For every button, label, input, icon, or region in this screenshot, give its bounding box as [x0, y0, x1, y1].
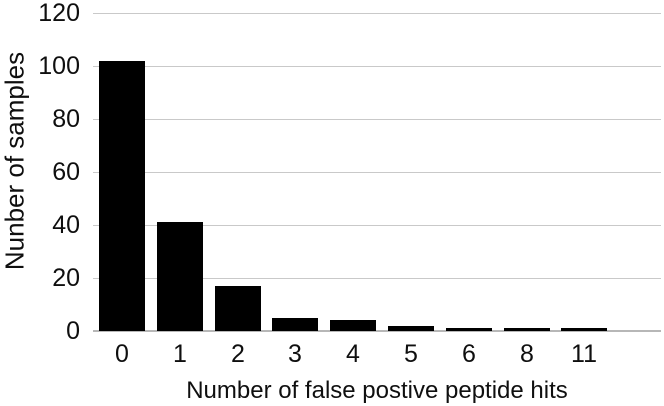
- bar: [215, 286, 261, 331]
- bar: [330, 320, 376, 331]
- gridline: [93, 119, 661, 120]
- x-tick-label: 8: [520, 340, 534, 368]
- x-axis-title: Number of false postive peptide hits: [186, 377, 568, 404]
- gridline: [93, 172, 661, 173]
- gridline: [93, 66, 661, 67]
- x-tick-label: 1: [173, 340, 187, 368]
- bar: [99, 61, 145, 331]
- y-tick-label: 40: [52, 211, 80, 239]
- bar: [446, 328, 492, 331]
- x-tick-label: 11: [571, 340, 597, 368]
- y-tick-label: 80: [52, 105, 80, 133]
- y-tick-label: 0: [66, 317, 80, 345]
- x-tick-label: 5: [404, 340, 418, 368]
- gridline: [93, 13, 661, 14]
- bar: [388, 326, 434, 331]
- y-tick-label: 120: [38, 0, 80, 27]
- y-tick-label: 20: [52, 264, 80, 292]
- x-tick-label: 2: [231, 340, 245, 368]
- plot-area: [93, 13, 661, 332]
- y-tick-label: 100: [38, 52, 80, 80]
- x-tick-label: 0: [115, 340, 129, 368]
- bar: [504, 328, 550, 331]
- x-axis-line: [93, 330, 661, 332]
- x-tick-label: 4: [346, 340, 360, 368]
- x-tick-label: 6: [462, 340, 476, 368]
- x-tick-label: 3: [288, 340, 302, 368]
- gridline: [93, 278, 661, 279]
- bar: [157, 222, 203, 331]
- bar: [561, 328, 607, 331]
- bar: [272, 318, 318, 331]
- gridline: [93, 225, 661, 226]
- y-tick-label: 60: [52, 158, 80, 186]
